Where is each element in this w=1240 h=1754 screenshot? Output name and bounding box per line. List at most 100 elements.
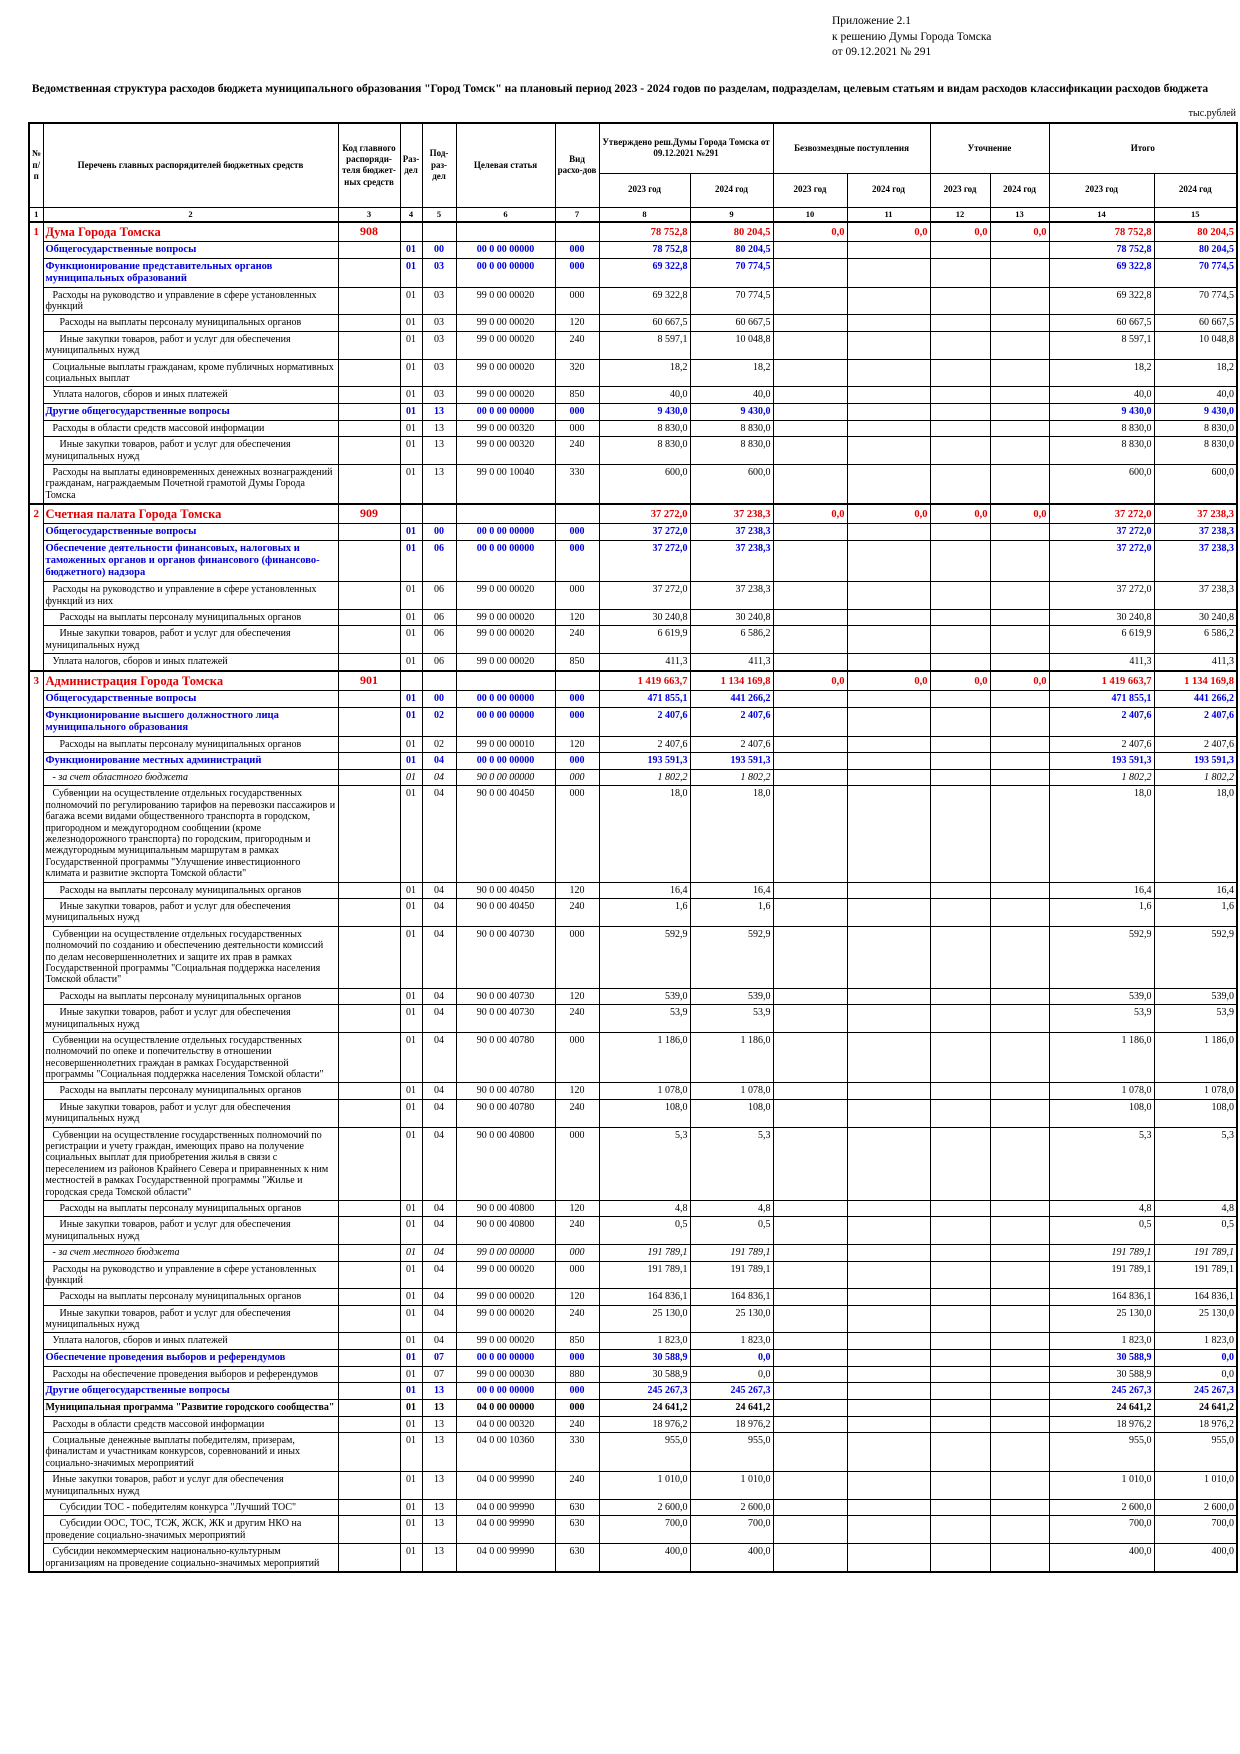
grbs-code (337, 897, 401, 927)
year-header: 2023 год (772, 172, 848, 208)
vid-rashodov-code: 630 (554, 1498, 600, 1517)
year-header: 2024 год (1153, 172, 1238, 208)
razdel-code: 01 (399, 881, 423, 899)
razdel-code: 01 (399, 706, 423, 737)
total-2024: 191 789,1 (1153, 1244, 1238, 1262)
total-2023: 2 407,6 (1048, 706, 1155, 737)
grants-2024 (846, 881, 931, 899)
approved-2024: 1 078,0 (689, 1082, 774, 1100)
column-number: 13 (989, 206, 1050, 223)
approved-2023: 191 789,1 (598, 1260, 691, 1290)
grbs-code (337, 1332, 401, 1350)
target-article-code: 00 0 00 00000 (455, 540, 556, 583)
razdel-code: 01 (399, 1365, 423, 1384)
grants-2024 (846, 1332, 931, 1350)
podrazdel-code: 07 (421, 1348, 457, 1367)
podrazdel-code: 00 (421, 240, 457, 259)
table-row: Функционирование местных администраций 01… (29, 752, 1238, 771)
total-2024: 6 586,2 (1153, 625, 1238, 655)
podrazdel-code: 03 (421, 330, 457, 360)
document-title: Ведомственная структура расходов бюджета… (31, 83, 1209, 95)
podrazdel-code: 03 (421, 314, 457, 332)
vid-rashodov-code: 120 (554, 1199, 600, 1218)
row-title: Расходы в области средств массовой инфор… (42, 419, 339, 438)
grbs-code (337, 1244, 401, 1262)
vid-rashodov-code: 000 (554, 1260, 600, 1290)
approved-2024: 18 976,2 (689, 1415, 774, 1433)
adjustment-2024 (989, 987, 1050, 1006)
approved-2024: 108,0 (689, 1098, 774, 1128)
grants-2023: 0,0 (772, 503, 848, 525)
row-title: Муниципальная программа "Развитие городс… (42, 1399, 339, 1417)
total-2023: 18,0 (1048, 785, 1155, 883)
total-2023: 8 830,0 (1048, 436, 1155, 465)
grants-2024 (846, 1126, 931, 1201)
approved-2024: 8 830,0 (689, 419, 774, 438)
approved-2023: 1 078,0 (598, 1082, 691, 1100)
adjustment-2023 (929, 1431, 991, 1473)
total-2024: 8 830,0 (1153, 419, 1238, 438)
approved-2023: 37 272,0 (598, 540, 691, 583)
approved-2024: 40,0 (689, 386, 774, 404)
target-article-code: 99 0 00 00020 (455, 1304, 556, 1334)
col-header-razdel: Раз-дел (399, 122, 423, 208)
column-number: 8 (598, 206, 691, 223)
table-row: Иные закупки товаров, работ и услуг для … (29, 1098, 1238, 1128)
row-title: Иные закупки товаров, работ и услуг для … (42, 436, 339, 465)
grants-2024 (846, 689, 931, 708)
adjustment-2023 (929, 897, 991, 927)
target-article-code: 04 0 00 00000 (455, 1399, 556, 1417)
podrazdel-code: 04 (421, 1031, 457, 1084)
total-2024: 400,0 (1153, 1543, 1238, 1573)
approved-2023: 164 836,1 (598, 1288, 691, 1306)
podrazdel-code: 00 (421, 523, 457, 542)
approved-2024: 16,4 (689, 881, 774, 899)
row-title: Расходы на выплаты персоналу муниципальн… (42, 1082, 339, 1100)
table-row: 1 Дума Города Томска 908 78 752,8 80 204,5 0,… (28, 220, 1238, 505)
grants-2023 (772, 1126, 848, 1201)
vid-rashodov-code: 880 (554, 1365, 600, 1384)
adjustment-2024 (989, 540, 1050, 583)
grants-2024 (846, 1288, 931, 1306)
table-row: Расходы на руководство и управление в сф… (29, 581, 1238, 610)
grants-2023 (772, 987, 848, 1006)
adjustment-2024: 0,0 (989, 669, 1050, 691)
total-2023: 78 752,8 (1048, 220, 1155, 242)
table-row: Муниципальная программа "Развитие городс… (29, 1399, 1238, 1417)
row-title: Иные закупки товаров, работ и услуг для … (42, 897, 339, 927)
total-2024: 24 641,2 (1153, 1399, 1238, 1417)
razdel-code: 01 (399, 386, 423, 404)
razdel-code: 01 (399, 314, 423, 332)
column-number: 6 (455, 206, 556, 223)
column-number: 5 (421, 206, 457, 223)
row-title: Иные закупки товаров, работ и услуг для … (42, 1304, 339, 1334)
approved-2023: 108,0 (598, 1098, 691, 1128)
approved-2023: 30 588,9 (598, 1365, 691, 1384)
target-article-code: 99 0 00 00020 (455, 286, 556, 316)
grants-2024 (846, 581, 931, 610)
approved-2024: 191 789,1 (689, 1260, 774, 1290)
podrazdel-code: 13 (421, 1543, 457, 1573)
grants-2023 (772, 735, 848, 754)
grants-2024 (846, 1031, 931, 1084)
table-row: Расходы на выплаты персоналу муниципальн… (29, 987, 1238, 1006)
column-number: 4 (399, 206, 423, 223)
vid-rashodov-code: 120 (554, 881, 600, 899)
adjustment-2024 (989, 1431, 1050, 1473)
approved-2023: 18 976,2 (598, 1415, 691, 1433)
adjustment-2023 (929, 540, 991, 583)
total-2023: 0,5 (1048, 1216, 1155, 1246)
vid-rashodov-code: 240 (554, 1415, 600, 1433)
target-article-code: 90 0 00 40450 (455, 897, 556, 927)
grants-2024 (846, 653, 931, 672)
grbs-code (337, 436, 401, 465)
grbs-code (337, 881, 401, 899)
razdel-code: 01 (399, 925, 423, 989)
approved-2024: 24 641,2 (689, 1399, 774, 1417)
grbs-code (337, 785, 401, 883)
podrazdel-code: 04 (421, 1126, 457, 1201)
total-2023: 18,2 (1048, 358, 1155, 388)
adjustment-2023 (929, 689, 991, 708)
adjustment-2024 (989, 402, 1050, 421)
target-article-code: 99 0 00 00020 (455, 314, 556, 332)
